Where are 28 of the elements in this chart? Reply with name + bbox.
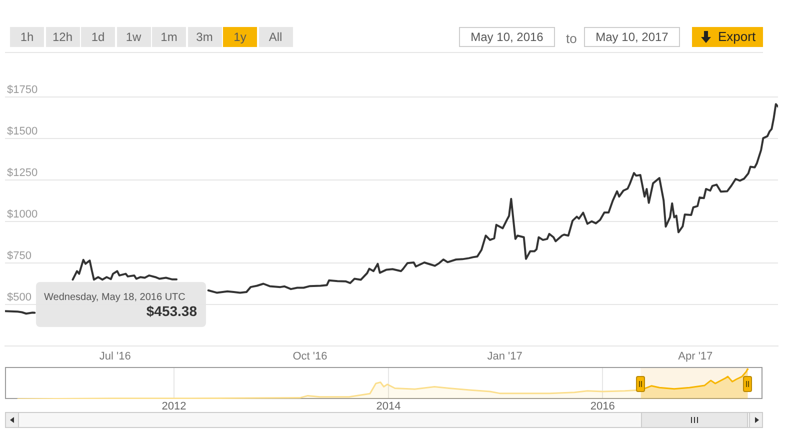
y-tick-label: $750 <box>7 250 32 262</box>
x-tick-label: 2014 <box>376 400 401 413</box>
x-tick-label: 2016 <box>590 400 615 413</box>
x-tick-label: Oct '16 <box>292 350 328 363</box>
annotation: Wednesday, May 18, 2016 UTC <box>44 292 186 303</box>
date-field: May 10, 2016 <box>459 27 555 47</box>
tooltip: Wednesday, May 18, 2016 UTC $453.38 <box>36 282 206 327</box>
range-button: 12h <box>46 27 80 47</box>
x-tick-label: 2012 <box>162 400 186 413</box>
export-button: Export <box>692 27 763 47</box>
range-button: 1m <box>152 27 186 47</box>
range-button: 1d <box>81 27 115 47</box>
x-tick-label: Jan '17 <box>487 350 522 363</box>
range-button: 3m <box>188 27 222 47</box>
annotation: $453.38 <box>146 303 197 319</box>
range-button: 1w <box>116 27 150 47</box>
y-tick-label: $1750 <box>7 84 38 96</box>
y-tick-label: $1000 <box>7 208 38 221</box>
date-field: May 10, 2017 <box>584 27 680 47</box>
x-tick-label: Jul '16 <box>99 350 131 363</box>
range-button: 1h <box>10 27 44 47</box>
y-tick-label: $1500 <box>7 126 38 138</box>
range-button: 1y <box>223 27 257 47</box>
range-button: All <box>258 27 292 47</box>
y-tick-label: $500 <box>7 292 32 304</box>
x-tick-label: Apr '17 <box>678 350 713 363</box>
y-tick-label: $1250 <box>7 167 38 180</box>
text: to <box>566 30 577 48</box>
